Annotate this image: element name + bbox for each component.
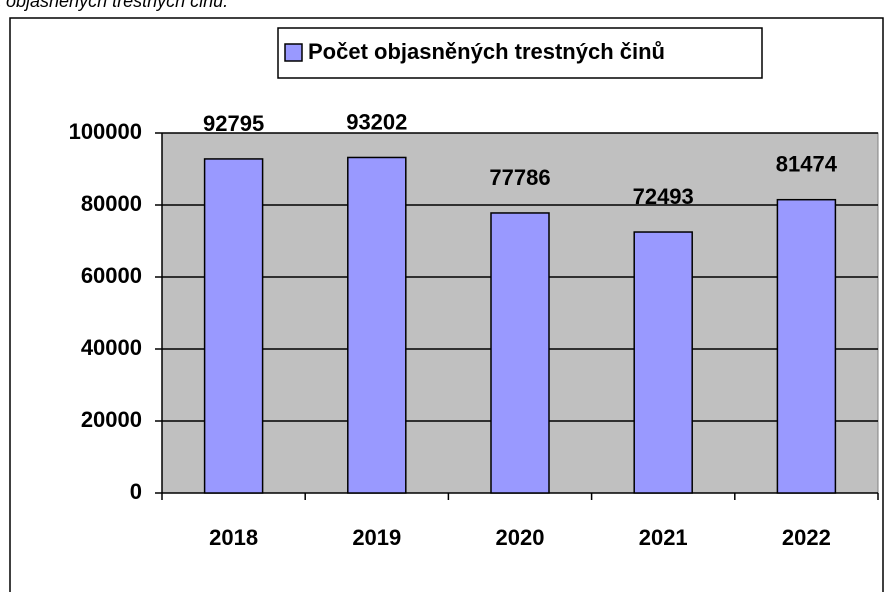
value-label: 93202: [346, 109, 407, 134]
y-tick-label: 100000: [69, 119, 142, 144]
legend-swatch: [284, 43, 303, 62]
value-label: 81474: [776, 152, 838, 177]
bar: [633, 231, 693, 494]
legend-box: [277, 27, 763, 79]
y-tick-label: 20000: [81, 407, 142, 432]
y-tick-label: 80000: [81, 191, 142, 216]
bar: [203, 158, 264, 494]
legend-label: Počet objasněných trestných činů: [308, 39, 665, 64]
x-tick-label: 2020: [496, 525, 545, 550]
value-label: 72493: [633, 184, 694, 209]
x-tick-label: 2019: [352, 525, 401, 550]
x-tick-label: 2021: [639, 525, 688, 550]
bar: [347, 156, 407, 494]
caption: t objasněných trestných činů.: [0, 0, 228, 11]
bar: [490, 212, 550, 494]
value-label: 77786: [489, 165, 550, 190]
y-tick-label: 60000: [81, 263, 142, 288]
value-label: 92795: [203, 111, 264, 136]
bar: [776, 198, 837, 494]
x-tick-label: 2018: [209, 525, 258, 550]
x-tick-label: 2022: [782, 525, 831, 550]
y-tick-label: 0: [130, 479, 142, 504]
y-tick-label: 40000: [81, 335, 142, 360]
